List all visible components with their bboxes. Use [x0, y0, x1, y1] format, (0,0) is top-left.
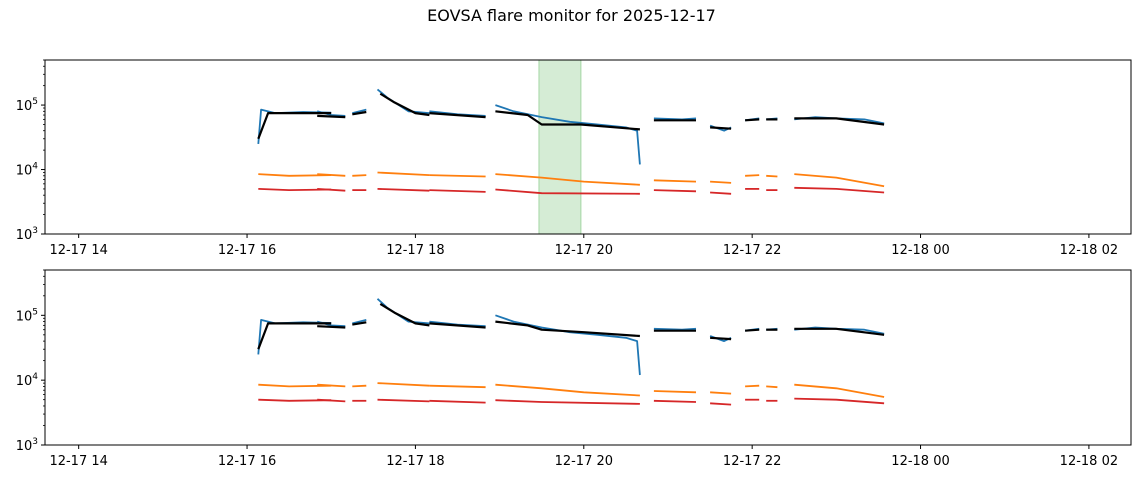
series-line-segment [429, 384, 486, 389]
series-line-segment [352, 108, 367, 114]
series-line-segment [258, 383, 332, 388]
x-tick-label: 12-18 02 [1060, 243, 1118, 258]
series-line-segment [495, 173, 640, 186]
series-line-segment [794, 117, 885, 126]
series-line-segment [352, 384, 367, 388]
x-tick-label: 12-18 00 [891, 243, 949, 258]
series-line-segment [429, 322, 486, 329]
x-tick-label: 12-17 20 [555, 454, 613, 469]
series-line-segment [766, 385, 778, 389]
x-tick-label: 12-17 14 [49, 454, 107, 469]
series-line-segment [710, 391, 732, 395]
series-2 [258, 382, 885, 398]
y-tick-label: 105 [16, 307, 38, 324]
x-tick-label: 12-17 20 [555, 243, 613, 258]
series-line-segment [794, 397, 885, 405]
series-line-segment [495, 110, 640, 131]
series-line-segment [377, 398, 430, 403]
series-line-segment [376, 88, 430, 114]
series-line-segment [745, 174, 760, 177]
series-1 [257, 92, 885, 140]
series-line-segment [257, 111, 332, 140]
y-tick-label: 103 [16, 226, 38, 243]
series-3 [258, 186, 885, 195]
series-line-segment [317, 398, 346, 403]
series-line-segment [495, 320, 640, 338]
series-line-segment [377, 171, 430, 176]
series-line-segment [429, 112, 486, 119]
series-2 [258, 171, 885, 188]
x-tick-label: 12-18 00 [891, 454, 949, 469]
series-line-segment [317, 383, 346, 388]
y-tick-label: 104 [16, 162, 39, 179]
y-tick-label: 105 [16, 97, 38, 114]
series-line-segment [317, 325, 346, 329]
series-line-segment [377, 382, 430, 387]
series-line-segment [376, 298, 430, 325]
x-tick-label: 12-18 02 [1060, 454, 1118, 469]
panel-top: 103 104 105 12-17 14 12-17 16 12-17 18 12-17 2… [16, 59, 1132, 258]
series-line-segment [258, 173, 332, 177]
series-line-segment [653, 327, 697, 331]
series-1 [257, 302, 885, 350]
series-line-segment [794, 327, 885, 336]
series-line-segment [495, 104, 641, 165]
x-tick-label: 12-17 22 [723, 454, 781, 469]
series-line-segment [745, 384, 760, 388]
series-line-segment [429, 189, 486, 193]
series-line-segment [653, 399, 697, 403]
series-line-segment [352, 174, 367, 177]
series-line-segment [429, 399, 486, 404]
series-line-segment [379, 302, 430, 327]
series-line-segment [495, 383, 640, 397]
x-tick-label: 12-17 16 [218, 243, 276, 258]
series-line-segment [257, 322, 332, 350]
series-line-segment [653, 189, 697, 193]
series-line-segment [766, 174, 778, 178]
y-tick-label: 103 [16, 437, 38, 454]
series-line-segment [317, 188, 346, 192]
series-line-segment [352, 321, 367, 326]
series-line-segment [495, 314, 641, 376]
series-line-segment [794, 173, 885, 188]
series-line-segment [653, 179, 697, 183]
series-line-segment [745, 118, 760, 122]
panel-bottom: 103 104 105 12-17 14 12-17 16 12-17 18 12-17 2… [16, 269, 1132, 469]
series-line-segment [317, 173, 346, 177]
axes-frame [44, 59, 1132, 235]
series-line-segment [710, 336, 732, 341]
series-line-segment [429, 174, 486, 178]
series-line-segment [710, 180, 732, 184]
y-tick-label: 104 [16, 372, 39, 389]
series-line-segment [745, 328, 760, 332]
series-line-segment [352, 110, 367, 116]
flare-highlight-band [538, 59, 582, 235]
series-line-segment [710, 191, 732, 195]
series-line-segment [710, 126, 732, 130]
series-line-segment [257, 318, 332, 355]
series-3 [258, 397, 885, 406]
x-tick-label: 12-17 22 [723, 243, 781, 258]
series-line-segment [257, 108, 332, 144]
series-line-segment [352, 319, 367, 325]
series-0 [257, 298, 885, 376]
series-line-segment [653, 390, 697, 394]
series-line-segment [317, 114, 346, 119]
x-tick-label: 12-17 18 [386, 243, 444, 258]
figure-title: EOVSA flare monitor for 2025-12-17 [427, 6, 716, 25]
axes-frame [44, 269, 1132, 446]
series-line-segment [495, 399, 640, 405]
series-line-segment [794, 383, 885, 398]
x-tick-label: 12-17 18 [386, 454, 444, 469]
series-line-segment [794, 186, 885, 194]
x-tick-label: 12-17 16 [218, 454, 276, 469]
x-tick-label: 12-17 14 [49, 243, 107, 258]
series-line-segment [495, 188, 640, 195]
series-line-segment [379, 92, 430, 117]
series-line-segment [377, 188, 430, 192]
series-line-segment [710, 402, 732, 406]
